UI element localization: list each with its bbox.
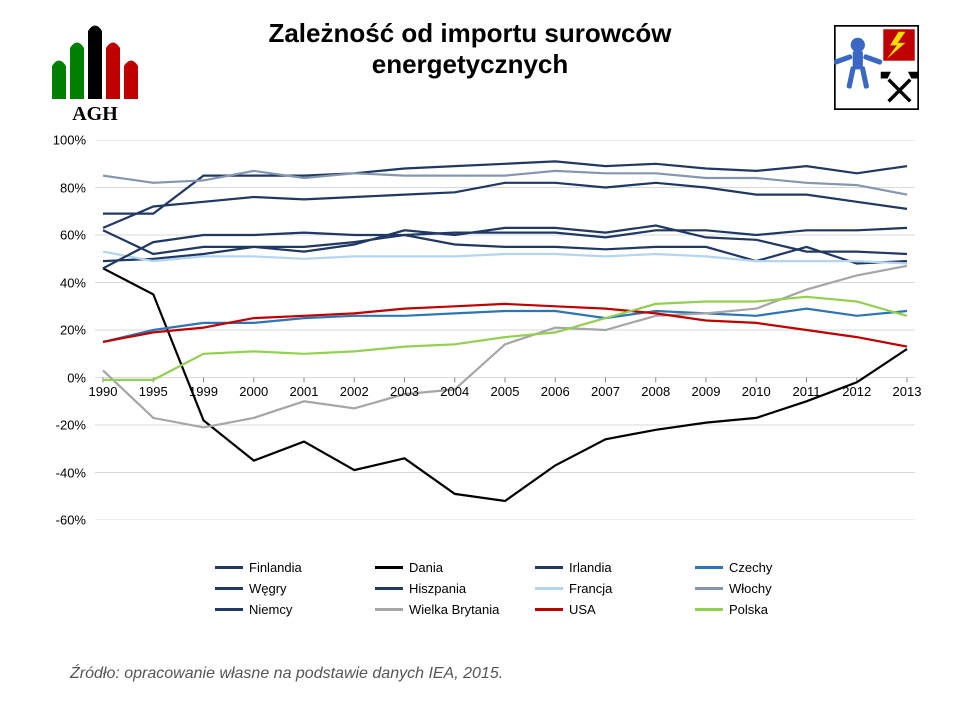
legend-label: Włochy — [729, 581, 772, 596]
x-tick-label: 2005 — [491, 384, 520, 399]
legend-swatch — [375, 566, 403, 569]
x-tick-label: 2011 — [793, 384, 821, 399]
legend-item-USA: USA — [535, 602, 695, 617]
x-tick-label: 2006 — [541, 384, 570, 399]
legend-item-Wegry: Węgry — [215, 581, 375, 596]
legend-item-Irlandia: Irlandia — [535, 560, 695, 575]
y-tick-label: -20% — [56, 418, 86, 433]
legend-swatch — [695, 566, 723, 569]
x-tick-label: 2012 — [842, 384, 871, 399]
legend-item-Czechy: Czechy — [695, 560, 855, 575]
legend-label: Hiszpania — [409, 581, 466, 596]
y-tick-label: 20% — [60, 323, 86, 338]
y-tick-label: 40% — [60, 275, 86, 290]
legend-label: Wielka Brytania — [409, 602, 499, 617]
y-tick-label: 80% — [60, 180, 86, 195]
x-tick-label: 2003 — [390, 384, 419, 399]
x-tick-label: 2001 — [290, 384, 319, 399]
x-tick-label: 1990 — [89, 384, 118, 399]
x-tick-label: 2013 — [893, 384, 922, 399]
source-citation: Źródło: opracowanie własne na podstawie … — [70, 665, 503, 683]
corner-icon-svg — [834, 25, 919, 110]
legend-swatch — [535, 587, 563, 590]
x-tick-label: 2000 — [239, 384, 268, 399]
corner-icon — [834, 25, 919, 110]
y-axis-labels: 100%80%60%40%20%0%-20%-40%-60% — [40, 140, 90, 520]
legend-swatch — [215, 566, 243, 569]
legend-label: Francja — [569, 581, 612, 596]
title-line1: Zależność od importu surowców — [190, 18, 750, 49]
y-tick-label: 100% — [53, 133, 86, 148]
legend-label: Czechy — [729, 560, 772, 575]
legend-item-Hiszpania: Hiszpania — [375, 581, 535, 596]
x-tick-label: 2009 — [692, 384, 721, 399]
legend-swatch — [695, 587, 723, 590]
chart: 100%80%60%40%20%0%-20%-40%-60% 199019951… — [40, 140, 920, 600]
legend-swatch — [215, 608, 243, 611]
x-tick-label: 1999 — [189, 384, 218, 399]
legend-item-Dania: Dania — [375, 560, 535, 575]
legend-label: Finlandia — [249, 560, 302, 575]
legend-item-Wlochy: Włochy — [695, 581, 855, 596]
legend-item-Niemcy: Niemcy — [215, 602, 375, 617]
plot-area — [95, 140, 915, 520]
y-tick-label: 60% — [60, 228, 86, 243]
legend-swatch — [215, 587, 243, 590]
plot-svg — [95, 140, 915, 520]
x-tick-label: 2010 — [742, 384, 771, 399]
series-Niemcy — [103, 228, 907, 268]
legend-label: Polska — [729, 602, 768, 617]
legend-item-Francja: Francja — [535, 581, 695, 596]
legend-label: Węgry — [249, 581, 287, 596]
y-tick-label: -40% — [56, 465, 86, 480]
agh-text: AGH — [72, 103, 118, 124]
legend-swatch — [375, 587, 403, 590]
x-tick-label: 1995 — [139, 384, 168, 399]
y-tick-label: 0% — [67, 370, 86, 385]
agh-logo-svg: AGH — [40, 24, 150, 124]
series-Wielka Brytania — [103, 266, 907, 428]
legend: Finlandia Dania Irlandia Czechy Węgry Hiszpan… — [215, 560, 855, 617]
legend-swatch — [535, 608, 563, 611]
legend-item-Finlandia: Finlandia — [215, 560, 375, 575]
x-tick-label: 2008 — [641, 384, 670, 399]
x-tick-label: 2002 — [340, 384, 369, 399]
legend-label: Dania — [409, 560, 443, 575]
legend-item-Wielka Brytania: Wielka Brytania — [375, 602, 535, 617]
title-line2: energetycznych — [190, 49, 750, 80]
logo-agh: AGH — [40, 24, 150, 124]
legend-label: Niemcy — [249, 602, 292, 617]
x-tick-label: 2007 — [591, 384, 620, 399]
legend-swatch — [375, 608, 403, 611]
legend-item-Polska: Polska — [695, 602, 855, 617]
legend-label: USA — [569, 602, 596, 617]
chart-title: Zależność od importu surowców energetycz… — [190, 18, 750, 80]
legend-swatch — [535, 566, 563, 569]
legend-label: Irlandia — [569, 560, 612, 575]
legend-swatch — [695, 608, 723, 611]
x-tick-label: 2004 — [440, 384, 469, 399]
series-Hiszpania — [103, 183, 907, 228]
y-tick-label: -60% — [56, 513, 86, 528]
series-Polska — [103, 297, 907, 380]
